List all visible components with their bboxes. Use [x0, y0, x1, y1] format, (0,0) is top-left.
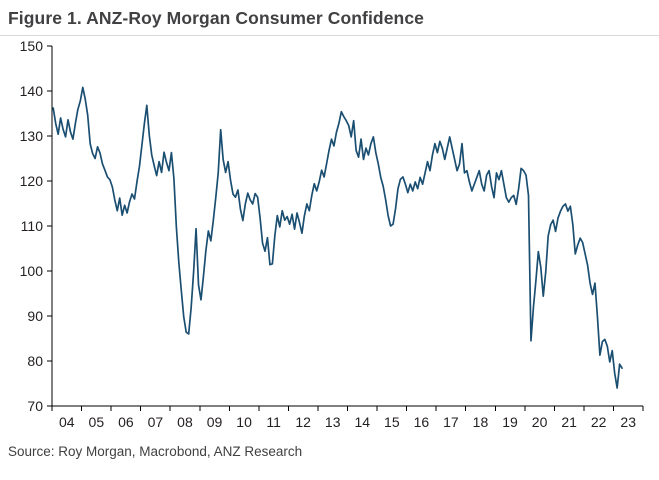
- x-tick-label: 18: [473, 414, 489, 430]
- x-tick-label: 07: [148, 414, 164, 430]
- y-tick-label: 130: [20, 128, 44, 144]
- figure-title: Figure 1. ANZ-Roy Morgan Consumer Confid…: [8, 8, 424, 28]
- consumer-confidence-chart: 70 80 90 100 110 120 130 140 150 04 05 06 07 08 09 10 1…: [20, 38, 644, 430]
- x-tick-label: 09: [207, 414, 223, 430]
- x-tick-label: 15: [384, 414, 400, 430]
- y-tick-label: 140: [20, 83, 44, 99]
- x-tick-label: 22: [591, 414, 607, 430]
- y-tick-label: 70: [27, 398, 43, 414]
- y-tick-label: 80: [27, 353, 43, 369]
- x-tick-label: 12: [295, 414, 311, 430]
- x-axis: 04 05 06 07 08 09 10 11 12 13 14 15 16 17 18 19 20 21 22 23: [51, 405, 644, 430]
- x-tick-label: 17: [443, 414, 459, 430]
- x-tick-label: 14: [354, 414, 370, 430]
- y-axis: 70 80 90 100 110 120 130 140 150: [20, 38, 53, 414]
- x-tick-label: 10: [236, 414, 252, 430]
- x-tick-label: 11: [266, 414, 281, 430]
- x-tick-label: 06: [118, 414, 134, 430]
- x-tick-label: 04: [59, 414, 75, 430]
- y-tick-label: 120: [20, 173, 44, 189]
- x-tick-label: 21: [561, 414, 577, 430]
- source-note: Source: Roy Morgan, Macrobond, ANZ Resea…: [8, 444, 303, 459]
- x-tick-label: 23: [620, 414, 636, 430]
- y-tick-label: 90: [27, 308, 43, 324]
- x-tick-label: 16: [414, 414, 430, 430]
- x-tick-label: 19: [502, 414, 518, 430]
- y-tick-label: 110: [21, 218, 44, 234]
- y-tick-label: 150: [20, 38, 44, 54]
- x-tick-label: 08: [177, 414, 193, 430]
- x-tick-label: 20: [532, 414, 548, 430]
- y-tick-label: 100: [20, 263, 44, 279]
- x-tick-label: 13: [325, 414, 341, 430]
- line-series: [52, 86, 623, 389]
- chart-area: 70 80 90 100 110 120 130 140 150 04 05 06 07 08 09 10 1…: [0, 36, 659, 442]
- x-tick-label: 05: [89, 414, 105, 430]
- confidence-line: [52, 86, 623, 389]
- figure-header: Figure 1. ANZ-Roy Morgan Consumer Confid…: [0, 0, 659, 36]
